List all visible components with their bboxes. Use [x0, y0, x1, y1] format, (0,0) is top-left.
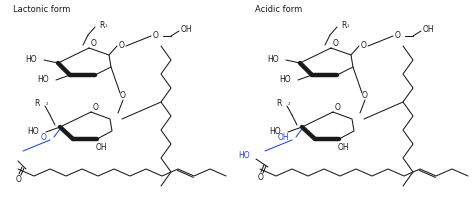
Text: OH: OH [180, 24, 192, 33]
Text: Acidic form: Acidic form [255, 5, 302, 14]
Text: O: O [362, 91, 368, 100]
Text: O: O [258, 173, 264, 181]
Text: HO: HO [37, 76, 49, 84]
Text: HO: HO [267, 56, 279, 65]
Text: Lactonic form: Lactonic form [13, 5, 70, 14]
Text: OH: OH [277, 133, 289, 143]
Text: O: O [395, 30, 401, 40]
Text: OH: OH [422, 24, 434, 33]
Text: R: R [277, 98, 282, 108]
Text: HO: HO [27, 127, 39, 137]
Text: O: O [333, 40, 339, 49]
Text: HO: HO [279, 76, 291, 84]
Text: O: O [41, 133, 47, 143]
Text: $_1$: $_1$ [346, 22, 350, 30]
Text: R: R [35, 98, 40, 108]
Text: O: O [361, 41, 367, 49]
Text: O: O [16, 175, 22, 184]
Text: OH: OH [95, 143, 107, 151]
Text: O: O [120, 91, 126, 100]
Text: O: O [335, 103, 341, 113]
Text: $_2$: $_2$ [287, 100, 291, 108]
Text: O: O [91, 40, 97, 49]
Text: HO: HO [238, 151, 250, 159]
Text: $_1$: $_1$ [104, 22, 108, 30]
Text: O: O [93, 103, 99, 113]
Text: R: R [99, 21, 104, 30]
Text: HO: HO [269, 127, 281, 137]
Text: O: O [153, 30, 159, 40]
Text: O: O [119, 41, 125, 49]
Text: OH: OH [337, 143, 349, 151]
Text: $_2$: $_2$ [45, 100, 49, 108]
Text: HO: HO [26, 56, 37, 65]
Text: R: R [341, 21, 346, 30]
